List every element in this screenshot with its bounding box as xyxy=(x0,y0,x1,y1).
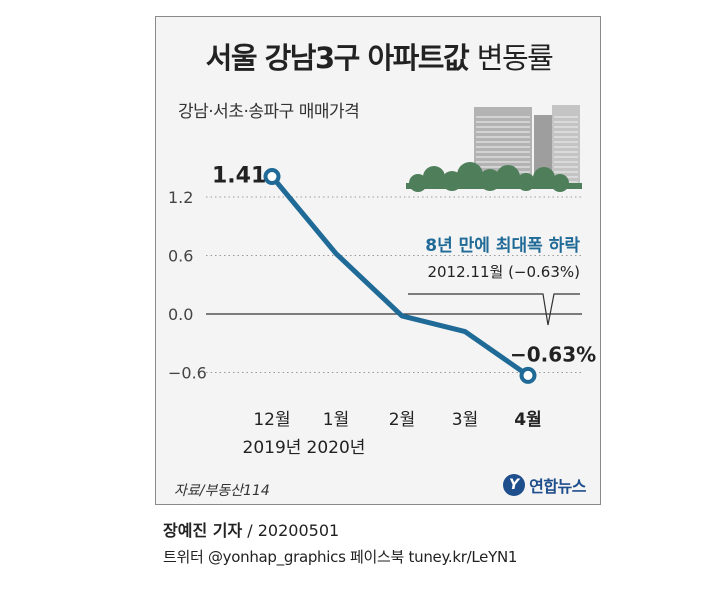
data-point xyxy=(519,366,537,384)
publish-date: / 20200501 xyxy=(242,521,340,540)
y-tick-label: 0.0 xyxy=(168,305,193,324)
yonhap-logo: Y 연합뉴스 xyxy=(503,473,586,497)
data-label-first: 1.41 xyxy=(212,164,266,189)
chart-subtitle: 강남·서초·송파구 매매가격 xyxy=(178,102,360,122)
x-tick-label: 1월 xyxy=(323,410,349,430)
annotation-headline: 8년 만에 최대폭 하락 xyxy=(425,236,580,256)
annotation-marker xyxy=(408,293,580,326)
data-point xyxy=(263,168,281,186)
reporter-credit: 장예진 기자 / 20200501 xyxy=(163,517,339,541)
data-label-last: −0.63% xyxy=(510,342,596,366)
source-note: 자료/부동산114 xyxy=(174,483,270,499)
x-tick-year: 2020년 xyxy=(307,438,366,458)
line-chart: 1.2 0.6 0.0 −0.6 12월 2019년 1월 2020년 2월 3월 4월 1.41… xyxy=(168,105,596,458)
chart-card: 서울 강남3구 아파트값 변동률 강남·서초·송파구 매매가격 1.2 0.6 0.… xyxy=(155,16,601,505)
yonhap-logo-icon: Y xyxy=(503,474,526,496)
apartment-illustration xyxy=(406,105,582,192)
chart-title: 서울 강남3구 아파트값 변동률 xyxy=(156,35,602,77)
x-tick-label: 12월 xyxy=(253,410,290,430)
annotation-detail: 2012.11월 (−0.63%) xyxy=(427,263,580,281)
series-line xyxy=(269,174,531,378)
yonhap-logo-text: 연합뉴스 xyxy=(529,477,586,496)
chart-title-bold: 서울 강남3구 아파트값 xyxy=(205,41,470,75)
x-tick-label: 4월 xyxy=(514,410,541,430)
x-tick-label: 3월 xyxy=(452,410,478,430)
chart-title-light: 변동률 xyxy=(476,41,554,75)
y-tick-label: −0.6 xyxy=(168,364,207,383)
reporter-name: 장예진 기자 xyxy=(163,521,243,540)
y-tick-label: 0.6 xyxy=(168,247,193,266)
x-tick-year: 2019년 xyxy=(243,438,302,458)
social-links: 트위터 @yonhap_graphics 페이스북 tuney.kr/LeYN1 xyxy=(163,548,518,566)
x-tick-label: 2월 xyxy=(389,410,415,430)
y-tick-label: 1.2 xyxy=(168,188,193,207)
